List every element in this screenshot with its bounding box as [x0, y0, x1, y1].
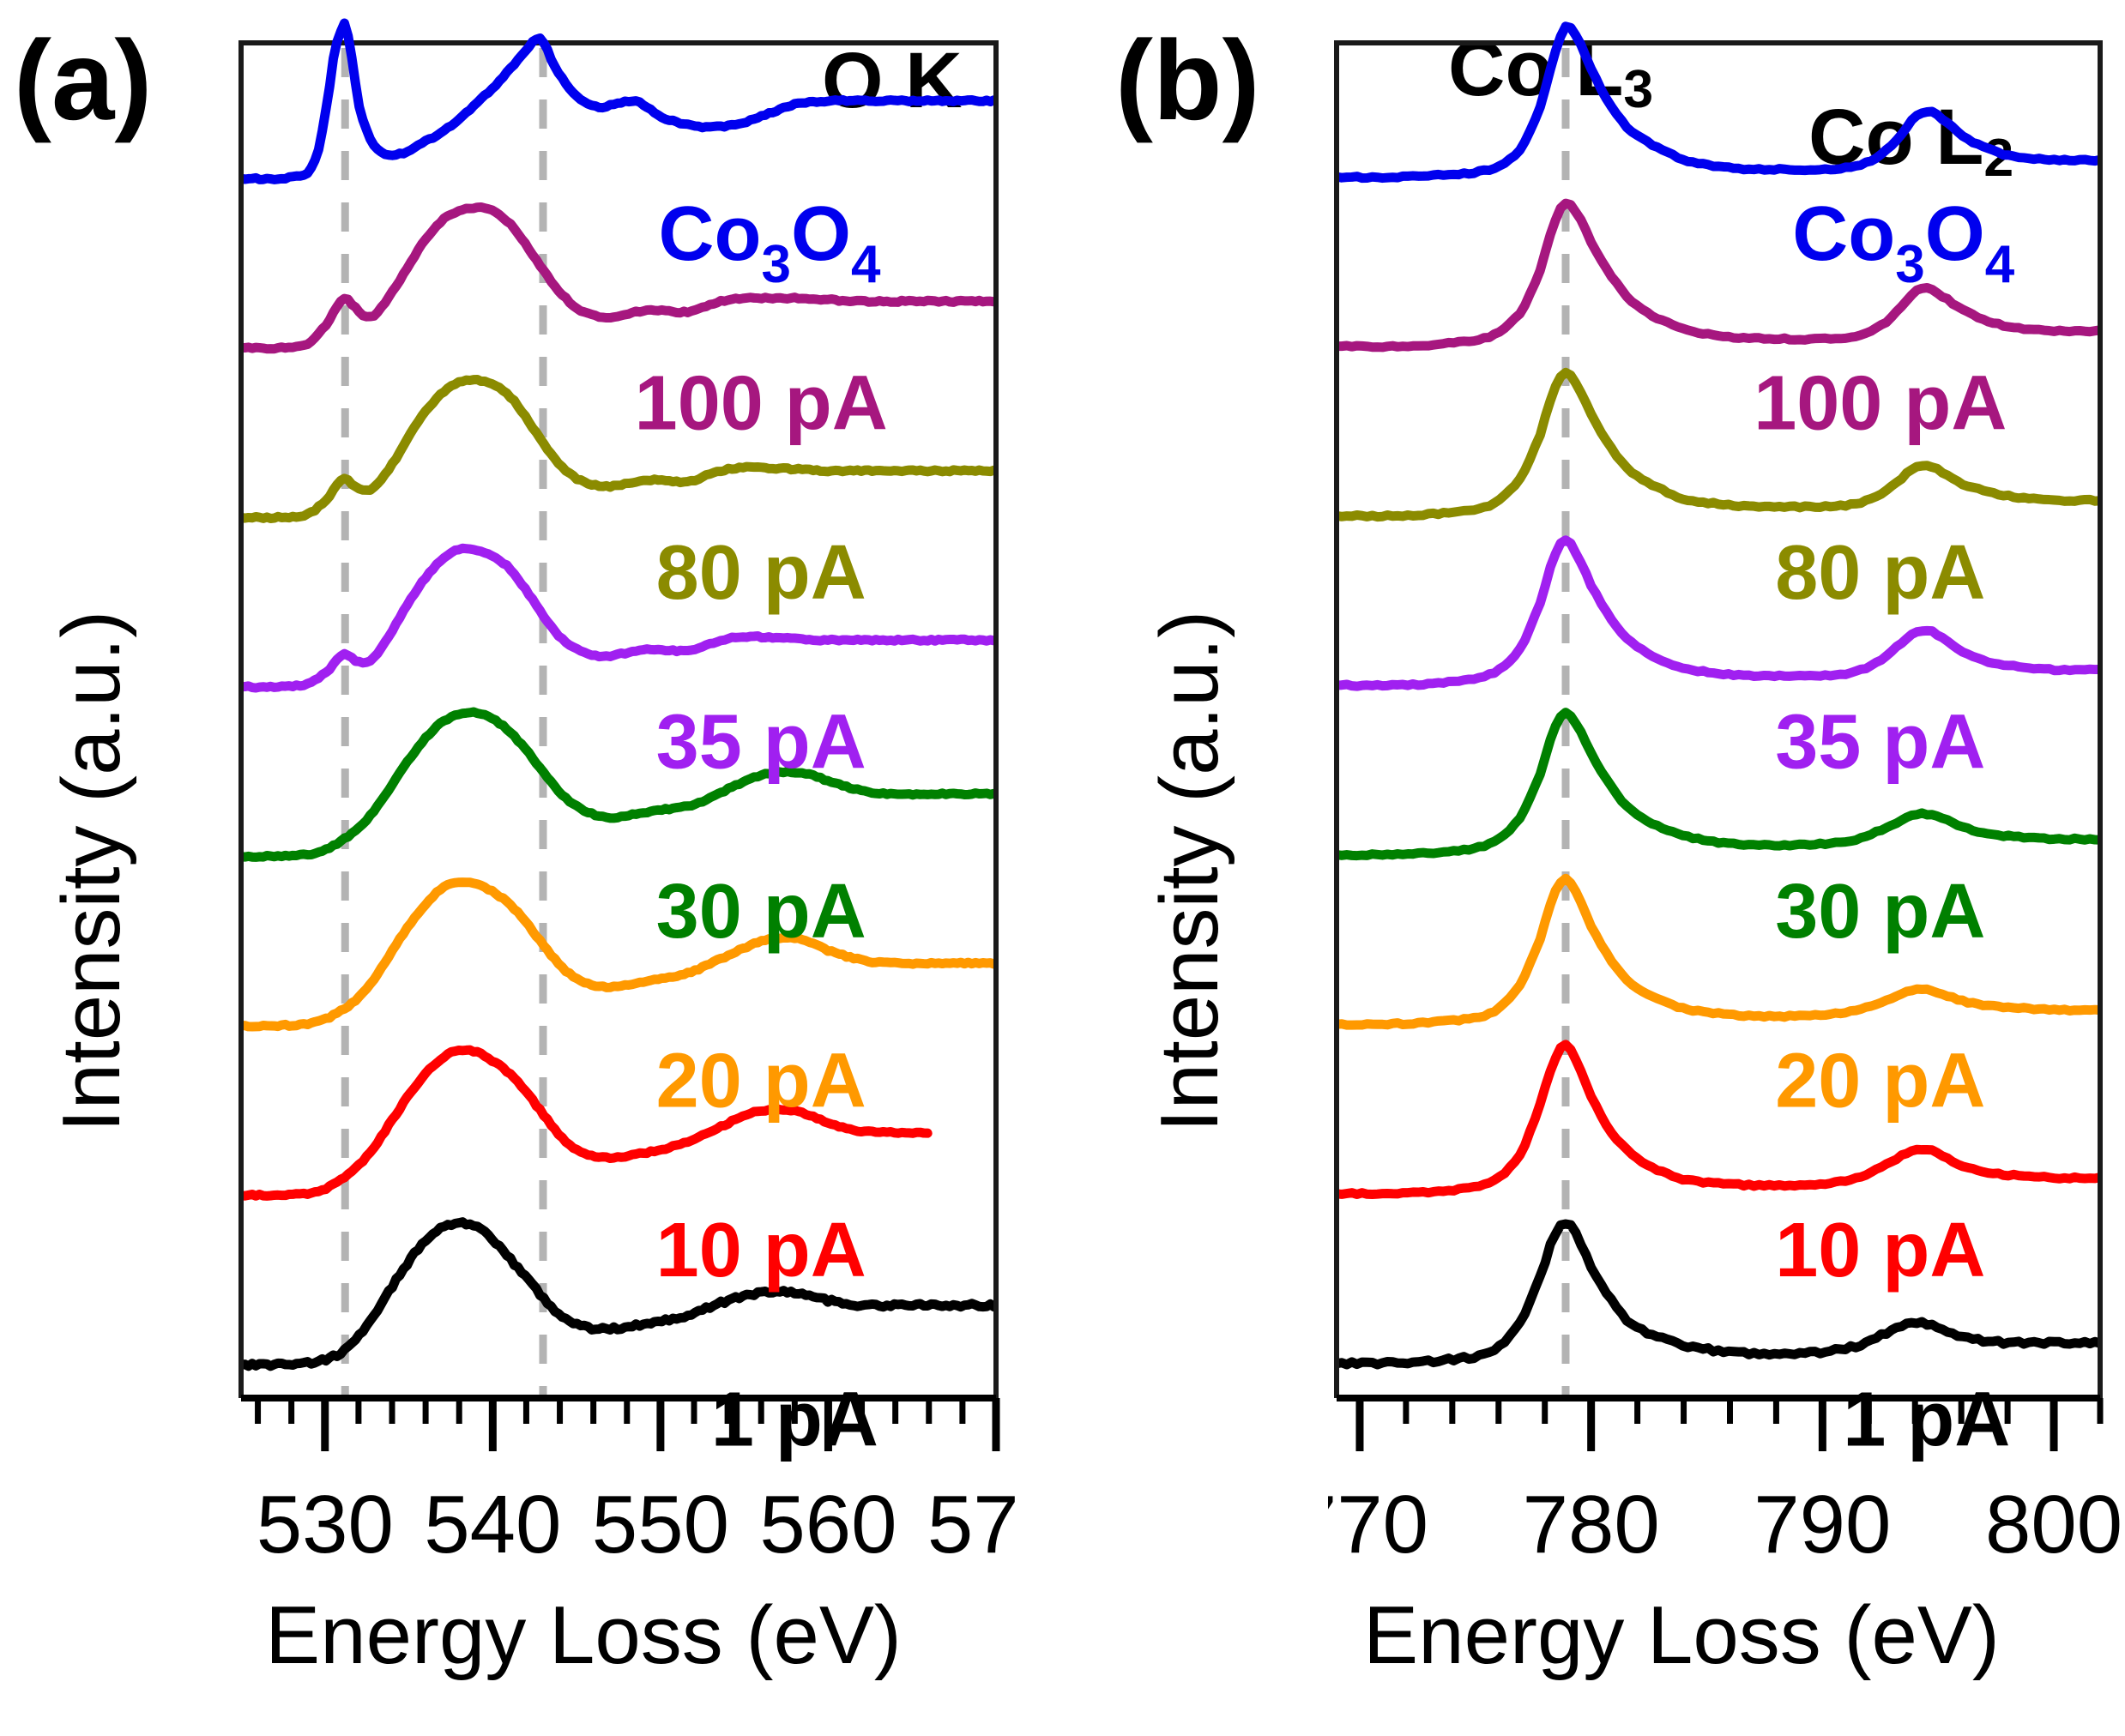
- series-label: 10 pA: [1775, 1208, 1985, 1293]
- spectrum-trace: [244, 877, 993, 1032]
- spectrum-trace: [1339, 708, 2098, 861]
- series-label: Co3O4: [1792, 191, 2014, 294]
- spectra-svg: 770 780 790 800 Co3O4 100 pA 80 pA 35 pA 30 pA 20…: [1328, 21, 2122, 1570]
- series-label: 1 pA: [711, 1377, 878, 1462]
- series-label: 30 pA: [1775, 869, 1985, 955]
- plot-frame: [238, 40, 999, 1398]
- x-tick-label: 530: [257, 1479, 394, 1570]
- series-label: 100 pA: [635, 360, 888, 446]
- spectrum-trace: [244, 18, 993, 184]
- x-tick-label: 570: [927, 1479, 1022, 1570]
- spectrum-trace: [244, 374, 993, 523]
- x-tick-label: 770: [1328, 1479, 1428, 1570]
- panel-b-plot: 770 780 790 800 Co3O4 100 pA 80 pA 35 pA 30 pA 20…: [1328, 17, 2125, 1578]
- x-tick-label: 790: [1754, 1479, 1891, 1570]
- series-label: 10 pA: [656, 1208, 866, 1293]
- spectrum-trace: [244, 1045, 933, 1201]
- series-label: 20 pA: [1775, 1038, 1985, 1124]
- series-label: 80 pA: [1775, 530, 1985, 616]
- plot-frame: [1334, 40, 2103, 1398]
- series-label: Co3O4: [659, 191, 881, 294]
- panel-a-plot: 530 540 550 560 570 Co3O4 100 pA 80 pA 35 pA 30 p…: [232, 17, 1022, 1578]
- panel-a-xlabel: Energy Loss (eV): [265, 1589, 902, 1681]
- x-tick-label: 560: [759, 1479, 896, 1570]
- series-label: 1 pA: [1843, 1377, 2010, 1462]
- spectrum-trace: [244, 707, 993, 862]
- spectrum-trace: [1339, 21, 2098, 184]
- spectrum-trace: [1339, 198, 2098, 353]
- panel-a-letter: (a): [14, 17, 153, 143]
- spectrum-trace: [1339, 1040, 2098, 1200]
- x-tick-label: 780: [1523, 1479, 1660, 1570]
- spectra-svg: 530 540 550 560 570 Co3O4 100 pA 80 pA 35 pA 30 p…: [238, 18, 1022, 1570]
- series-label: 35 pA: [1775, 699, 1985, 785]
- spectrum-trace: [1339, 1219, 2098, 1370]
- spectrum-trace: [1339, 367, 2098, 522]
- spectrum-trace: [244, 1217, 993, 1371]
- spectrum-trace: [1339, 535, 2098, 691]
- x-tick-label: 800: [1985, 1479, 2122, 1570]
- series-label: 30 pA: [656, 869, 866, 955]
- x-tick-label: 550: [592, 1479, 729, 1570]
- series-label: 100 pA: [1754, 360, 2007, 446]
- spectrum-trace: [1339, 873, 2098, 1030]
- panel-a-edge-title: O K: [822, 37, 963, 124]
- series-label: 20 pA: [656, 1038, 866, 1124]
- spectrum-trace: [244, 543, 993, 693]
- panel-b-xlabel: Energy Loss (eV): [1363, 1589, 2000, 1681]
- spectrum-trace: [244, 202, 993, 354]
- series-label: 35 pA: [656, 699, 866, 785]
- panel-a-ylabel: Intensity (a.u.): [45, 610, 137, 1132]
- x-tick-label: 540: [424, 1479, 561, 1570]
- panel-b-letter: (b): [1115, 17, 1260, 143]
- panel-b-ylabel: Intensity (a.u.): [1144, 610, 1235, 1132]
- series-label: 80 pA: [656, 530, 866, 616]
